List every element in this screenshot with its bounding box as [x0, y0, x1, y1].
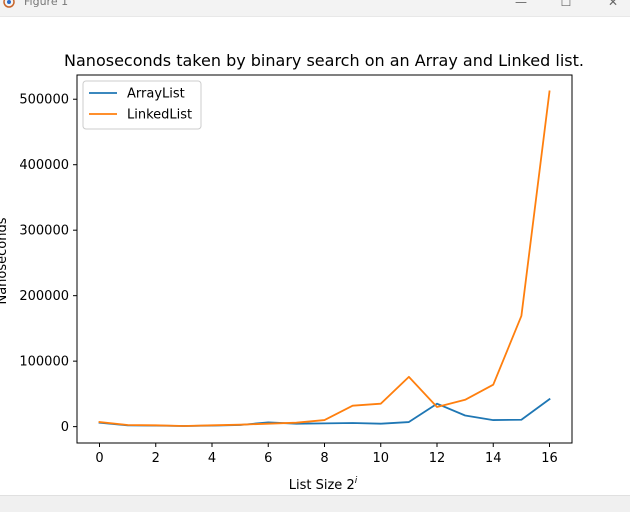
- plot-area: [77, 75, 572, 443]
- configure-icon[interactable]: [154, 504, 170, 514]
- x-axis-label-text: List Size 2: [289, 478, 355, 493]
- x-axis-label: List Size 2i: [289, 476, 358, 493]
- window-title: Figure 1: [24, 0, 69, 8]
- x-tick-label: 14: [485, 451, 502, 466]
- line-chart: 0 2 4 6 8 10 12 14 16 0 100000 200000 300000 400000 50…: [0, 51, 584, 493]
- legend-label-linkedlist: LinkedList: [127, 108, 192, 123]
- legend-label-arraylist: ArrayList: [127, 87, 185, 102]
- matplotlib-icon: [3, 0, 15, 8]
- maximize-icon[interactable]: ☐: [560, 0, 572, 9]
- x-tick-label: 2: [152, 451, 160, 466]
- y-tick-label: 300000: [19, 224, 69, 239]
- legend: ArrayList LinkedList: [82, 80, 202, 130]
- y-tick-label: 400000: [19, 158, 69, 173]
- y-axis-label: Nanoseconds: [0, 217, 10, 304]
- chart-title: Nanoseconds taken by binary search on an…: [64, 51, 584, 70]
- home-icon[interactable]: [36, 504, 52, 514]
- x-tick-label: 0: [95, 451, 103, 466]
- y-tick-label: 0: [61, 420, 69, 435]
- figure-canvas: 0 2 4 6 8 10 12 14 16 0 100000 200000 300000 400000 50…: [0, 17, 630, 495]
- pan-icon[interactable]: [98, 504, 114, 514]
- y-tick-label: 200000: [19, 289, 69, 304]
- close-icon[interactable]: ✕: [607, 0, 619, 9]
- y-tick-label: 500000: [19, 93, 69, 108]
- zoom-icon[interactable]: [126, 504, 142, 514]
- series-line-linkedlist: [98, 90, 551, 427]
- x-tick-label: 10: [372, 451, 389, 466]
- x-tick-label: 12: [429, 451, 446, 466]
- window-titlebar: Figure 1 — ☐ ✕: [0, 0, 630, 17]
- x-tick-label: 8: [320, 451, 328, 466]
- x-tick-label: 6: [264, 451, 272, 466]
- figure-toolbar: [0, 495, 630, 512]
- y-tick-label: 100000: [19, 355, 69, 370]
- x-axis-label-superscript: i: [355, 476, 358, 486]
- save-icon[interactable]: [190, 504, 206, 514]
- minimize-icon[interactable]: —: [515, 0, 527, 9]
- back-icon[interactable]: [58, 504, 74, 514]
- x-tick-label: 16: [541, 451, 558, 466]
- x-tick-label: 4: [208, 451, 216, 466]
